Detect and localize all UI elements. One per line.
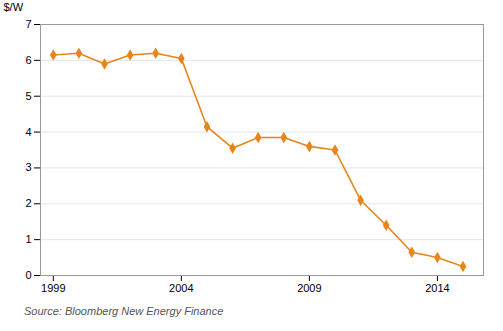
svg-text:2009: 2009 <box>297 282 321 294</box>
svg-text:2004: 2004 <box>169 282 193 294</box>
svg-text:7: 7 <box>25 18 31 30</box>
svg-text:4: 4 <box>25 126 31 138</box>
svg-text:1: 1 <box>25 233 31 245</box>
svg-text:0: 0 <box>25 269 31 281</box>
html-text:Source: Bloomberg New Energy F: Source: Bloomberg New Energy Finance <box>24 305 224 317</box>
svg-text:$/W: $/W <box>4 1 24 13</box>
svg-text:3: 3 <box>25 161 31 173</box>
svg-text:1999: 1999 <box>41 282 65 294</box>
svg-text:2: 2 <box>25 197 31 209</box>
svg-text:2014: 2014 <box>425 282 449 294</box>
svg-text:6: 6 <box>25 54 31 66</box>
svg-text:5: 5 <box>25 90 31 102</box>
